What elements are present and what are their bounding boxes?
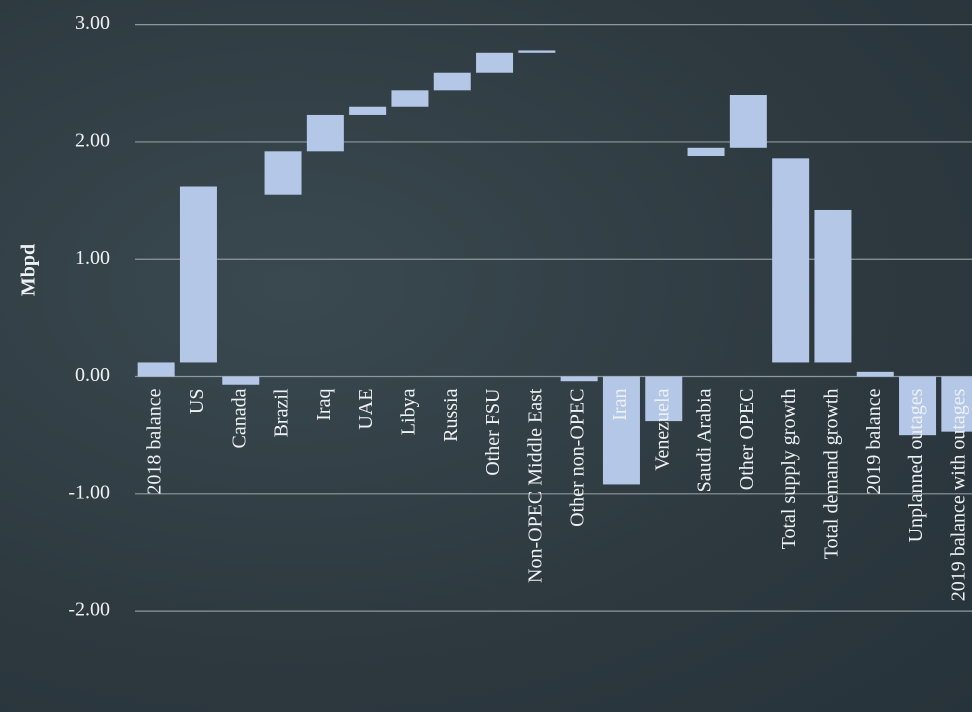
bar — [814, 209, 852, 363]
y-tick-label: 0.00 — [75, 364, 110, 386]
x-tick-label: Unplanned outages — [905, 388, 927, 542]
bar — [645, 376, 683, 422]
bar — [306, 114, 344, 152]
y-tick-label: 1.00 — [75, 247, 110, 269]
y-axis-label: Mbpd — [18, 244, 40, 296]
x-tick-label: Total supply growth — [778, 389, 800, 550]
bar — [433, 72, 471, 91]
x-tick-label: Russia — [440, 388, 462, 441]
x-tick-label: 2019 balance — [863, 388, 885, 494]
bar — [391, 90, 429, 107]
x-tick-label: Libya — [398, 388, 420, 435]
x-tick-label: Other FSU — [482, 388, 504, 476]
x-tick-label: US — [186, 389, 208, 415]
x-tick-label: Total demand growth — [821, 389, 843, 560]
bar — [222, 376, 260, 385]
bar — [349, 106, 387, 115]
bar — [602, 376, 640, 485]
x-tick-label: Non-OPEC Middle East — [524, 388, 546, 583]
bar — [899, 376, 937, 436]
x-tick-label: 2019 balance with outages — [947, 388, 969, 601]
bar — [856, 371, 894, 377]
x-tick-label: Canada — [228, 388, 250, 448]
x-tick-label: UAE — [355, 389, 377, 430]
bar — [264, 151, 302, 195]
bar — [729, 95, 767, 148]
bar — [941, 376, 972, 432]
bar — [687, 147, 725, 157]
x-tick-label: Saudi Arabia — [694, 388, 716, 492]
bar — [560, 376, 598, 382]
x-tick-label: Iran — [609, 389, 631, 421]
x-tick-label: Other OPEC — [736, 389, 758, 491]
bar — [476, 52, 514, 73]
x-tick-label: 2018 balance — [144, 388, 166, 494]
x-tick-label: Brazil — [271, 388, 293, 437]
bar — [137, 362, 175, 377]
y-tick-label: 3.00 — [75, 12, 110, 34]
x-tick-label: Other non-OPEC — [567, 389, 589, 527]
y-tick-label: -2.00 — [68, 599, 110, 621]
y-tick-label: -1.00 — [68, 481, 110, 503]
bar — [518, 50, 556, 53]
bar — [772, 158, 810, 363]
bar — [179, 186, 217, 363]
x-tick-label: Iraq — [313, 389, 335, 421]
x-tick-label: Venezuela — [651, 388, 673, 470]
y-tick-label: 2.00 — [75, 130, 110, 152]
